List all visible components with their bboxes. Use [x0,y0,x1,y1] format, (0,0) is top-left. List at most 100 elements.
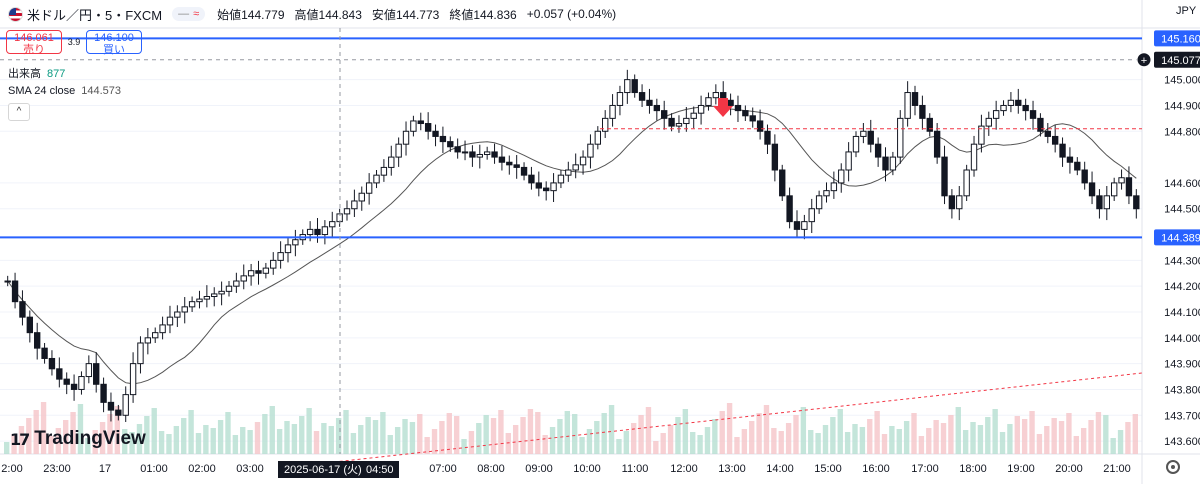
sma-legend[interactable]: SMA 24 close 144.573 [8,85,121,97]
candle-body [417,120,424,125]
volume-bar [557,419,563,454]
volume-bar [579,437,585,454]
candle-body [1044,130,1051,137]
volume-bar [11,434,17,454]
candle-body [771,143,779,171]
volume-bar [173,426,180,454]
volume-bar [343,410,349,454]
volume-bar [166,434,172,454]
ohlc-high: 高値144.843 [294,7,362,22]
volume-bar [903,421,910,454]
y-tick-label: 143.900 [1164,359,1200,371]
x-tick-label: 14:00 [766,463,794,475]
collapse-legend-button[interactable]: ^ [8,103,30,121]
y-tick-label: 144.600 [1164,178,1200,190]
volume-bar [358,425,364,454]
candle-body [388,156,395,168]
candle-body [306,228,314,236]
volume-bar [638,415,644,454]
candle-body [742,110,749,117]
volume-bar [33,410,39,454]
candle-body [624,79,631,94]
indicator-toggle-pill[interactable]: — ≈ [172,7,206,21]
volume-legend[interactable]: 出来高 877 [8,65,65,81]
candle-body [26,316,34,334]
volume-bar [70,412,76,454]
candle-body [948,195,956,210]
volume-bar [217,420,224,454]
candle-body [609,104,616,119]
candle-body [56,368,63,380]
volume-bar [1080,428,1087,454]
volume-bar [276,429,283,454]
candle-body [919,104,926,119]
buy-label: 買い [103,44,125,56]
volume-bar [520,417,526,454]
candle-body [1081,169,1088,184]
buy-button[interactable]: 146.100 買い [86,30,142,56]
volume-bar [55,428,62,454]
volume-bar [1036,434,1043,454]
candle-body [454,146,461,153]
volume-bar [114,406,121,454]
candle-body [70,383,78,390]
volume-bar [240,427,246,454]
candle-body [48,357,56,370]
candle-body [1103,195,1110,210]
sma-value: 144.573 [81,85,122,97]
candle-body [535,182,542,189]
volume-bar [402,419,408,454]
volume-label: 出来高 [8,68,41,80]
volume-bar [431,429,438,454]
volume-bar [985,417,991,454]
sell-button[interactable]: 146.061 売り [6,30,62,56]
candle-body [358,192,365,202]
candle-body [874,143,882,158]
candle-body [461,151,469,154]
volume-bar [306,408,312,454]
volume-bar [299,416,305,454]
volume-bar [948,415,954,454]
candle-body [1059,143,1066,158]
ohlc-open: 始値144.779 [217,7,285,22]
candle-body [380,166,388,176]
candle-body [897,117,904,158]
volume-bar [1117,430,1124,454]
candle-body [41,347,48,359]
candle-body [661,110,668,119]
volume-bar [1088,420,1094,454]
candle-body [1022,104,1029,112]
volume-bar [601,413,607,454]
volume-bar [409,422,416,454]
x-tick-label: 12:00 [670,463,698,475]
y-tick-label: 145.000 [1164,75,1200,87]
candle-body [653,104,661,112]
currency-label[interactable]: JPY [1176,5,1197,17]
candle-body [166,316,174,326]
crosshair-date-label: 2025-06-17 (火) [284,464,362,476]
candle-body [483,151,491,156]
tradingview-logo: 17 TradingView [10,428,146,450]
candle-body [786,195,793,223]
candle-body [631,79,638,94]
candle-body [926,117,933,132]
candle-body [321,226,329,236]
price-label-bg [1154,229,1200,246]
symbol-title[interactable]: 米ドル／円・5・FXCM [27,7,163,23]
volume-bar [232,435,239,454]
x-tick-label: 19:00 [1007,463,1035,475]
volume-bar [1110,438,1116,454]
candle-body [247,270,255,277]
usdjpy-flag-icon [8,6,23,22]
y-tick-label: 144.800 [1164,126,1200,138]
volume-bar [616,439,622,454]
candle-body [690,112,697,119]
candle-body [122,394,129,416]
candle-body [1051,135,1059,145]
candle-body [34,332,41,349]
volume-bar [749,421,755,454]
volume-bar [158,431,165,454]
volume-bar [151,408,157,454]
settings-gear-icon[interactable] [1166,460,1180,474]
